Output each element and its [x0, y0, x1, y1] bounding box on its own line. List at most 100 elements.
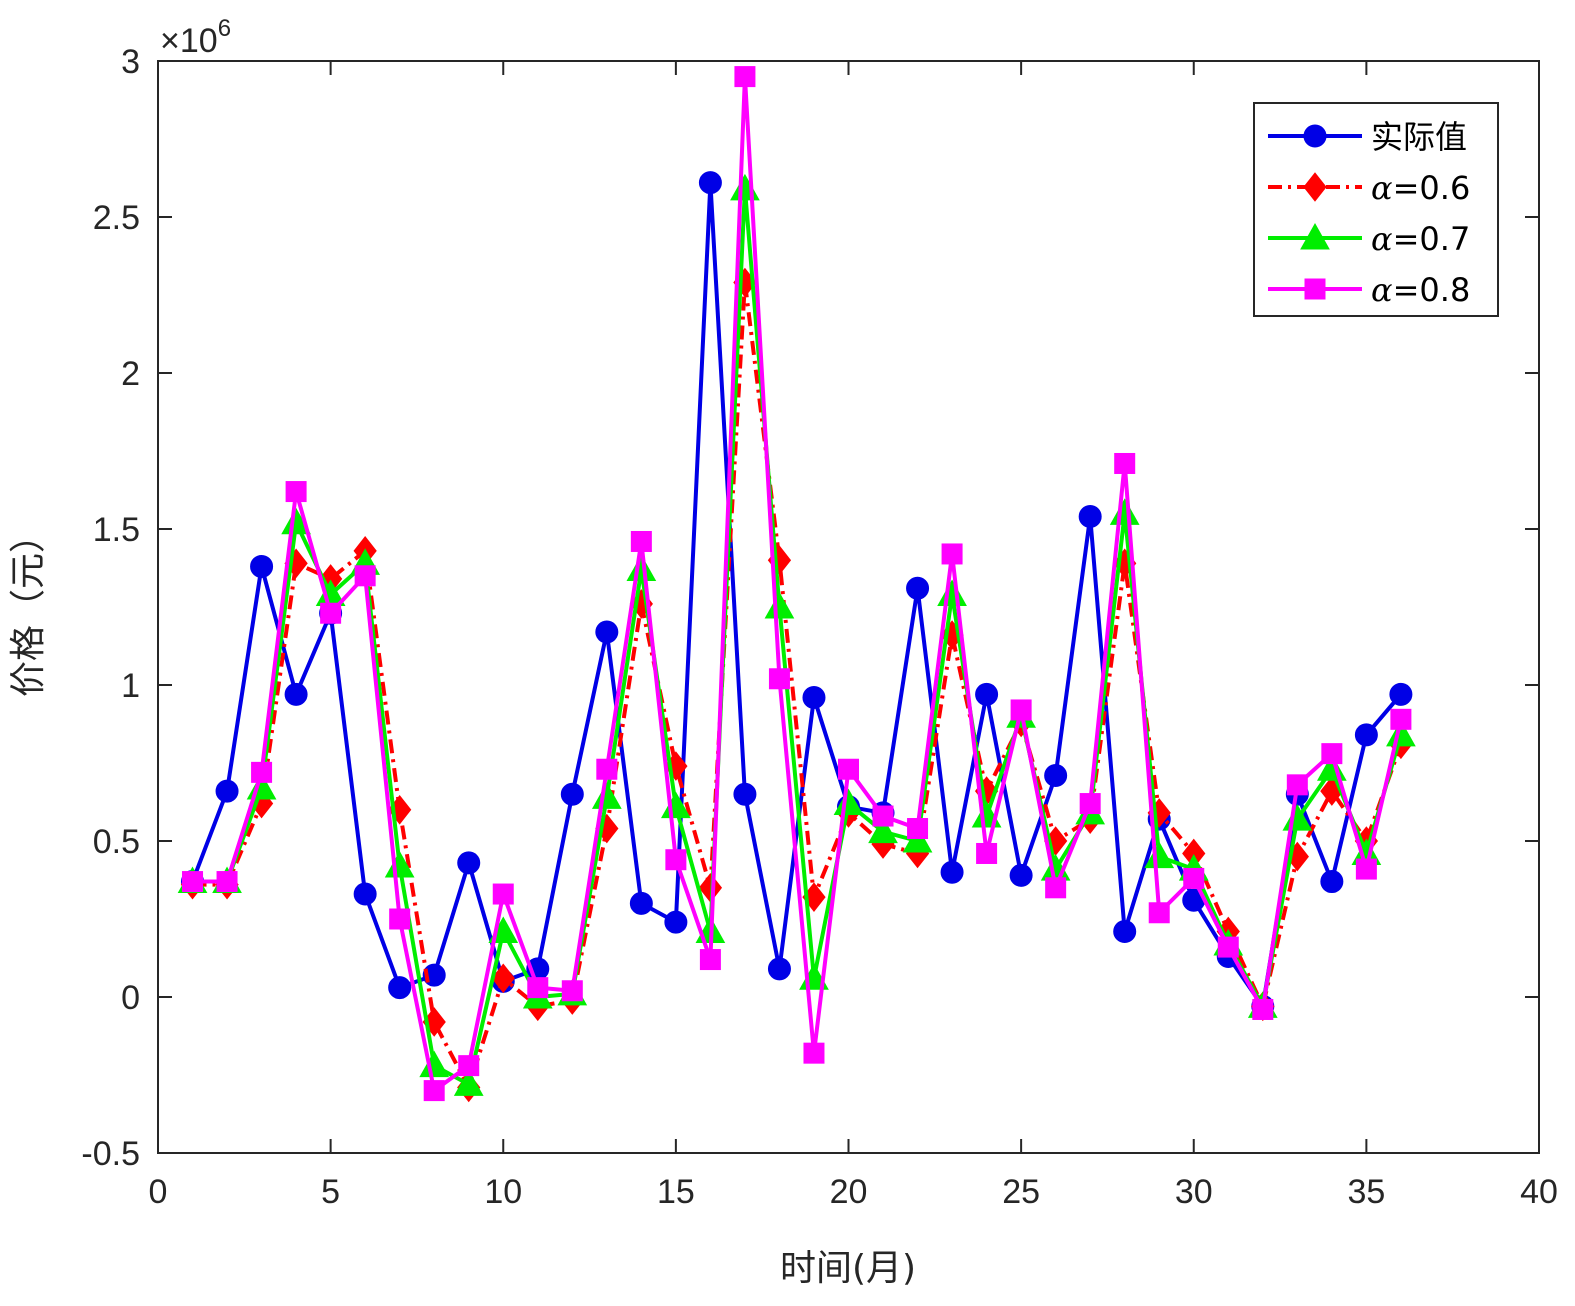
data-point: [734, 66, 756, 88]
x-axis-title: 时间(月): [780, 1248, 916, 1289]
x-tick-label: 10: [484, 1173, 522, 1211]
legend-box: [1253, 102, 1499, 317]
y-tick-label: 1: [121, 667, 140, 705]
data-point: [353, 882, 377, 906]
legend-marker: [1304, 278, 1326, 300]
data-point: [1354, 723, 1378, 747]
data-point: [767, 957, 791, 981]
data-point: [492, 883, 514, 905]
legend-label: 实际值: [1371, 118, 1467, 156]
y-exponent-label: ×106: [160, 15, 231, 60]
data-point: [1286, 774, 1308, 796]
data-point: [1113, 919, 1137, 943]
data-point: [1079, 793, 1101, 815]
data-point: [907, 818, 929, 840]
legend-entry: α=0.8: [1268, 271, 1470, 309]
legend-marker: [1303, 172, 1327, 202]
data-point: [626, 554, 657, 582]
data-point: [768, 668, 790, 690]
data-point: [527, 977, 549, 999]
data-point: [561, 980, 583, 1002]
series-line: [192, 74, 1403, 1093]
legend-marker: [1303, 124, 1327, 148]
data-point: [802, 685, 826, 709]
data-point: [1009, 863, 1033, 887]
series-4: [182, 66, 1412, 1102]
legend-label: α=0.8: [1371, 271, 1470, 309]
data-point: [1390, 708, 1412, 730]
data-point: [1217, 936, 1239, 958]
data-point: [1183, 867, 1205, 889]
x-tick-label: 20: [830, 1173, 868, 1211]
legend-label: α=0.7: [1371, 220, 1470, 258]
data-point: [1045, 877, 1067, 899]
data-point: [285, 481, 307, 503]
data-point: [902, 825, 933, 853]
data-point: [1321, 743, 1343, 765]
legend-entry: 实际值: [1268, 118, 1467, 156]
data-point: [629, 891, 653, 915]
data-point: [453, 1069, 484, 1096]
data-point: [803, 1042, 825, 1064]
legend-greek: α: [1371, 169, 1393, 207]
data-point: [388, 976, 412, 1000]
data-point: [868, 816, 898, 844]
data-point: [320, 602, 342, 624]
data-point: [1010, 699, 1032, 721]
data-point: [698, 171, 722, 195]
data-point: [941, 543, 963, 565]
data-point: [1144, 841, 1175, 869]
y-axis-title: 价格（元）: [8, 517, 49, 697]
data-point: [215, 779, 239, 803]
data-point: [838, 758, 859, 780]
y-tick-label: 0.5: [93, 823, 140, 861]
data-point: [630, 530, 652, 552]
x-tick-label: 5: [321, 1173, 340, 1211]
y-tick-label: 2: [121, 355, 140, 393]
data-point: [1320, 870, 1344, 894]
data-point: [664, 910, 688, 934]
legend-greek: α: [1371, 220, 1393, 258]
data-point: [182, 871, 204, 893]
x-tick-label: 40: [1520, 1173, 1558, 1211]
data-point: [699, 949, 721, 971]
data-point: [1148, 902, 1170, 924]
data-point: [733, 782, 757, 806]
tick-labels: 0 5 10 15 20 25 30 35 40-0.500.511.522.53: [81, 43, 1558, 1211]
data-point: [1355, 858, 1377, 880]
data-point: [1044, 763, 1068, 787]
y-exponent-power: 6: [218, 15, 231, 42]
y-tick-label: 0: [121, 979, 140, 1017]
x-tick-label: 30: [1175, 1173, 1213, 1211]
data-point: [1114, 452, 1136, 474]
y-tick-label: 1.5: [93, 511, 140, 549]
data-point: [872, 805, 894, 827]
data-point: [216, 871, 238, 893]
data-point: [1078, 505, 1102, 529]
y-tick-label: 3: [121, 43, 140, 81]
data-point: [596, 758, 618, 780]
x-tick-label: 35: [1347, 1173, 1385, 1211]
data-point: [833, 788, 864, 816]
data-point: [975, 682, 999, 706]
data-point: [1386, 719, 1416, 747]
data-point: [423, 1080, 445, 1102]
legend-value: =0.8: [1393, 271, 1471, 309]
data-point: [251, 761, 273, 783]
data-point: [560, 782, 584, 806]
data-point: [940, 860, 964, 884]
data-point: [354, 565, 376, 587]
legend-entry: α=0.7: [1268, 220, 1470, 258]
data-point: [595, 620, 619, 644]
y-tick-label: 2.5: [93, 199, 140, 237]
data-point: [284, 682, 308, 706]
data-point: [1252, 998, 1274, 1020]
series-layer: [177, 66, 1416, 1103]
legend-value: =0.6: [1393, 169, 1471, 207]
data-point: [1389, 682, 1413, 706]
data-point: [491, 963, 515, 994]
legend-value: =0.7: [1393, 220, 1471, 258]
data-point: [389, 908, 411, 930]
